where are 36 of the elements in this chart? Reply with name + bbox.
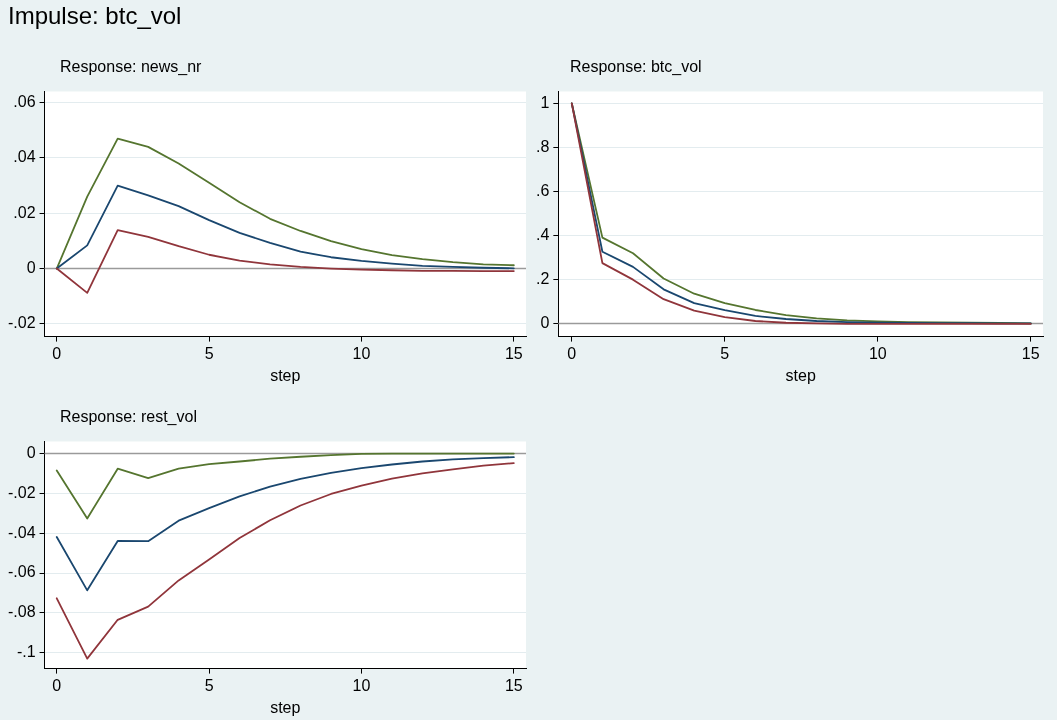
y-tick-label: 0 bbox=[26, 258, 36, 276]
y-tick-label: .6 bbox=[536, 181, 550, 199]
x-tick-label: 15 bbox=[504, 344, 523, 362]
y-tick-label: .06 bbox=[13, 93, 36, 111]
x-tick-label: 10 bbox=[352, 676, 371, 694]
y-tick-label: -.06 bbox=[7, 563, 36, 581]
x-axis-title: step bbox=[785, 366, 816, 384]
chart-subtitle: Response: news_nr bbox=[60, 58, 202, 76]
y-tick-label: -.02 bbox=[7, 483, 36, 501]
y-tick-label: 0 bbox=[540, 313, 550, 331]
y-tick-label: .8 bbox=[536, 137, 550, 155]
y-tick-label: -.08 bbox=[7, 603, 36, 621]
x-tick-label: 5 bbox=[204, 344, 214, 362]
y-tick-label: .2 bbox=[536, 269, 550, 287]
x-axis-title: step bbox=[270, 366, 301, 384]
y-tick-label: .4 bbox=[536, 225, 550, 243]
x-tick-label: 5 bbox=[720, 344, 730, 362]
y-tick-label: 1 bbox=[540, 93, 550, 111]
x-tick-label: 10 bbox=[352, 344, 371, 362]
chart-subtitle: Response: btc_vol bbox=[570, 58, 702, 76]
y-tick-label: 0 bbox=[26, 443, 36, 461]
x-axis-title: step bbox=[270, 698, 301, 716]
x-tick-label: 10 bbox=[868, 344, 887, 362]
y-tick-label: -.1 bbox=[16, 643, 36, 661]
y-tick-label: .04 bbox=[13, 148, 36, 166]
x-tick-label: 0 bbox=[52, 344, 62, 362]
x-tick-label: 15 bbox=[1021, 344, 1040, 362]
y-tick-label: -.04 bbox=[7, 523, 36, 541]
x-tick-label: 15 bbox=[504, 676, 523, 694]
chart-title: Impulse: btc_vol bbox=[8, 2, 182, 30]
chart-subtitle: Response: rest_vol bbox=[60, 408, 197, 426]
y-tick-label: .02 bbox=[13, 203, 36, 221]
x-tick-label: 5 bbox=[204, 676, 214, 694]
x-tick-label: 0 bbox=[52, 676, 62, 694]
x-tick-label: 0 bbox=[567, 344, 577, 362]
y-tick-label: -.02 bbox=[7, 314, 36, 332]
